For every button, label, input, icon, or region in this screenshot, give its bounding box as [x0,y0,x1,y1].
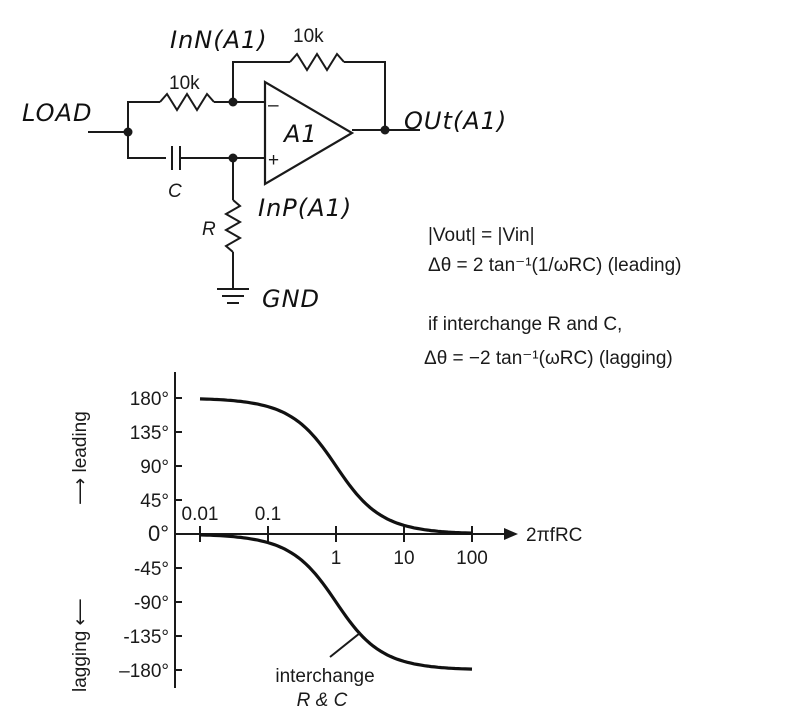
x-ticks: 0.01 0.1 1 10 100 [182,504,488,569]
y-tick-label: -135° [123,627,169,648]
x-axis-label: 2πfRC [526,525,582,546]
noninverting-node-label: InP(A1) [258,194,352,222]
ground-resistor [223,199,243,253]
opamp-label: A1 [282,120,318,148]
equations-block: |Vout| = |Vin| Δθ = 2 tan⁻¹(1/ωRC) (lead… [424,225,682,369]
phase-chart: 180°135°90°45°0°-45°-90°-135°–180° 0.01 0… [70,372,582,711]
opamp-plus-sign: + [268,150,279,171]
lagging-phase-equation: Δθ = −2 tan⁻¹(ωRC) (lagging) [424,348,673,369]
y-axis-label-lagging: lagging ⟵ [70,598,91,692]
y-tick-label: 45° [140,491,169,512]
inverting-node-label: InN(A1) [170,26,268,54]
y-tick-label: -45° [134,559,169,580]
y-tick-label: 90° [140,457,169,478]
ground-label: GND [262,285,320,313]
annotation-line-1: interchange [275,666,374,687]
x-axis-arrowhead [504,528,518,540]
x-tick-label: 0.1 [255,504,281,525]
upper-branch-wire [127,101,160,132]
opamp-minus-sign: – [268,95,279,116]
x-tick-label: 100 [456,548,488,569]
x-tick-label: 10 [393,548,414,569]
y-ticks: 180° 135° 90° 45° 0° -45° -90° -135° –180° [119,389,182,682]
opamp-triangle [263,80,355,186]
feedback-resistor [289,52,345,72]
magnitude-equation: |Vout| = |Vin| [428,225,535,246]
lagging-curve [199,533,473,671]
interchange-note: if interchange R and C, [428,314,622,335]
y-tick-label: 0° [148,521,169,546]
x-tick-label: 1 [331,548,342,569]
ground-icon [217,288,249,304]
resistor-label: R [202,219,216,240]
annotation-leader-line [329,632,361,658]
feedback-wire-left [232,61,290,102]
y-tick-label: 180° [130,389,169,410]
output-node-dot [380,125,390,135]
feedback-wire-right [344,61,386,130]
leading-phase-equation: Δθ = 2 tan⁻¹(1/ωRC) (leading) [428,255,682,276]
y-tick-label: 135° [130,423,169,444]
series-layer [199,397,473,671]
annotation-line-2: R & C [297,690,348,711]
output-label: OUt(A1) [404,107,507,135]
input-resistor [159,92,215,112]
y-axis-label-leading: ⟶ leading [70,411,91,505]
capacitor-label: C [168,181,182,202]
input-resistor-value: 10k [169,73,200,94]
feedback-resistor-value: 10k [293,26,324,47]
leading-curve [199,397,473,535]
circuit-schematic: LOAD OUt(A1) InN(A1) InP(A1) GND A1 – + … [22,26,507,313]
lower-branch-wire [127,132,166,159]
load-label: LOAD [22,99,92,127]
y-tick-label: –180° [119,661,169,682]
x-tick-label: 0.01 [182,504,219,525]
y-tick-label: -90° [134,593,169,614]
